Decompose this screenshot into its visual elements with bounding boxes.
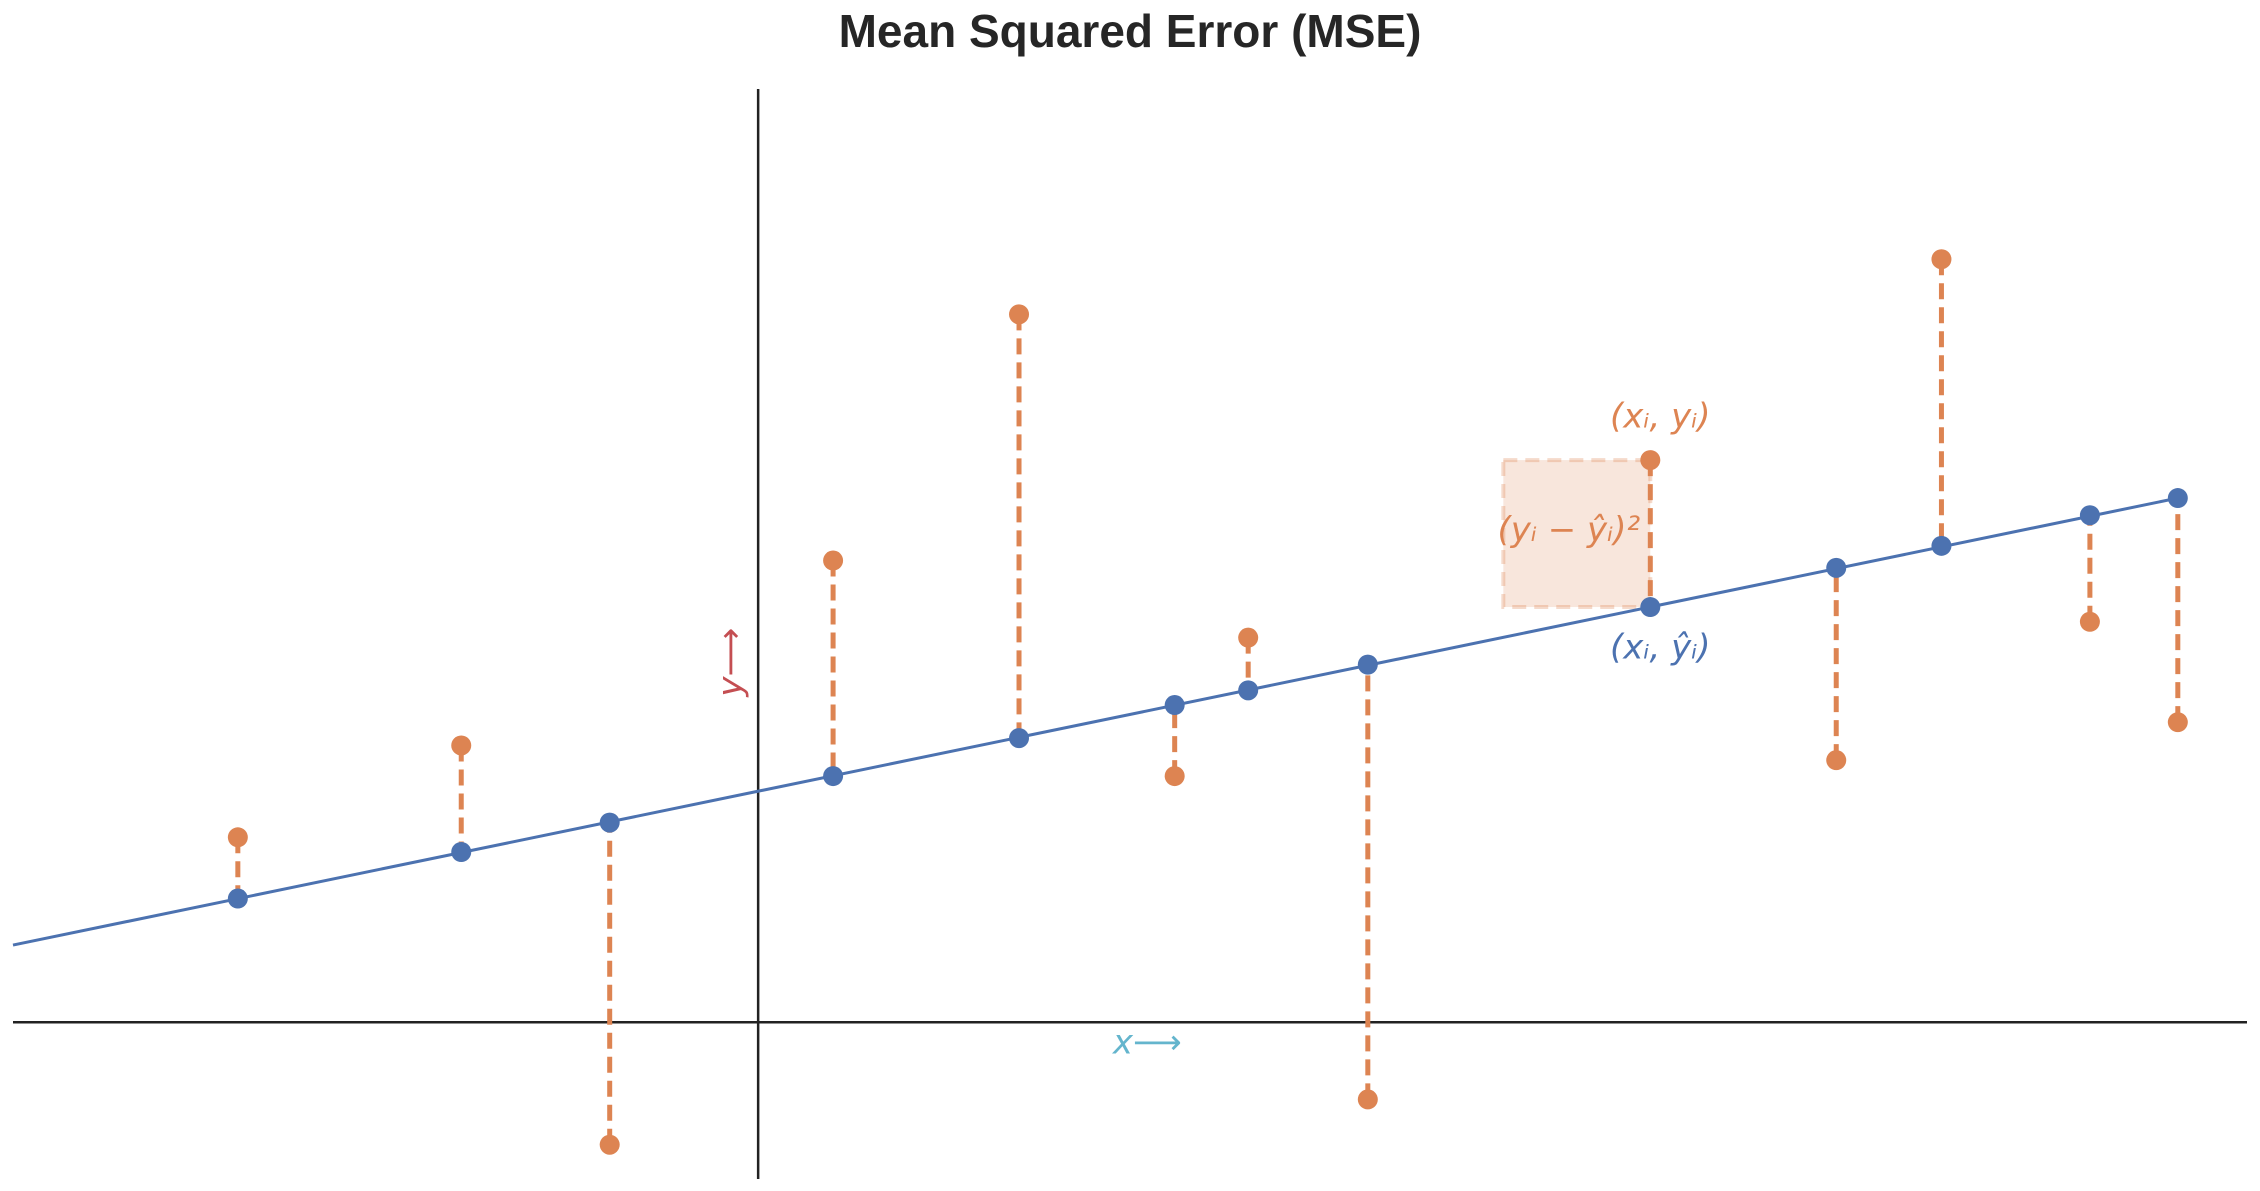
y-axis-label: y⟶ bbox=[711, 628, 751, 698]
actual-point bbox=[599, 1134, 620, 1155]
predicted-point bbox=[227, 888, 248, 909]
x-axis-label: x⟶ bbox=[1112, 1023, 1182, 1063]
predicted-point bbox=[1238, 680, 1259, 701]
actual-point bbox=[227, 827, 248, 848]
actual-point bbox=[1640, 450, 1661, 471]
actual-point bbox=[1238, 627, 1259, 648]
actual-point bbox=[2079, 611, 2100, 632]
predicted-point bbox=[2079, 505, 2100, 526]
fit-line bbox=[12, 496, 2179, 947]
predicted-point bbox=[451, 842, 472, 862]
chart-title: Mean Squared Error (MSE) bbox=[839, 5, 1422, 57]
actual-point bbox=[2167, 712, 2188, 733]
actual-point bbox=[1009, 304, 1030, 325]
predicted-point bbox=[599, 812, 620, 833]
actual-point bbox=[451, 735, 472, 756]
actual-point bbox=[823, 550, 844, 571]
predicted-point bbox=[2167, 488, 2188, 509]
predicted-point bbox=[1931, 535, 1952, 556]
annotation: (xᵢ, yᵢ) bbox=[1610, 397, 1711, 437]
predicted-point bbox=[1826, 557, 1847, 578]
predicted-point bbox=[1009, 728, 1030, 749]
predicted-point bbox=[1640, 597, 1661, 618]
actual-point bbox=[1931, 249, 1952, 270]
actual-point bbox=[1826, 750, 1847, 771]
actual-point bbox=[1357, 1089, 1378, 1110]
predicted-point bbox=[1357, 654, 1378, 675]
annotation: (yᵢ − ŷᵢ)² bbox=[1497, 510, 1640, 550]
annotation: (xᵢ, ŷᵢ) bbox=[1610, 628, 1711, 668]
predicted-point bbox=[823, 766, 844, 787]
predicted-point bbox=[1164, 695, 1185, 716]
actual-point bbox=[1164, 766, 1185, 787]
